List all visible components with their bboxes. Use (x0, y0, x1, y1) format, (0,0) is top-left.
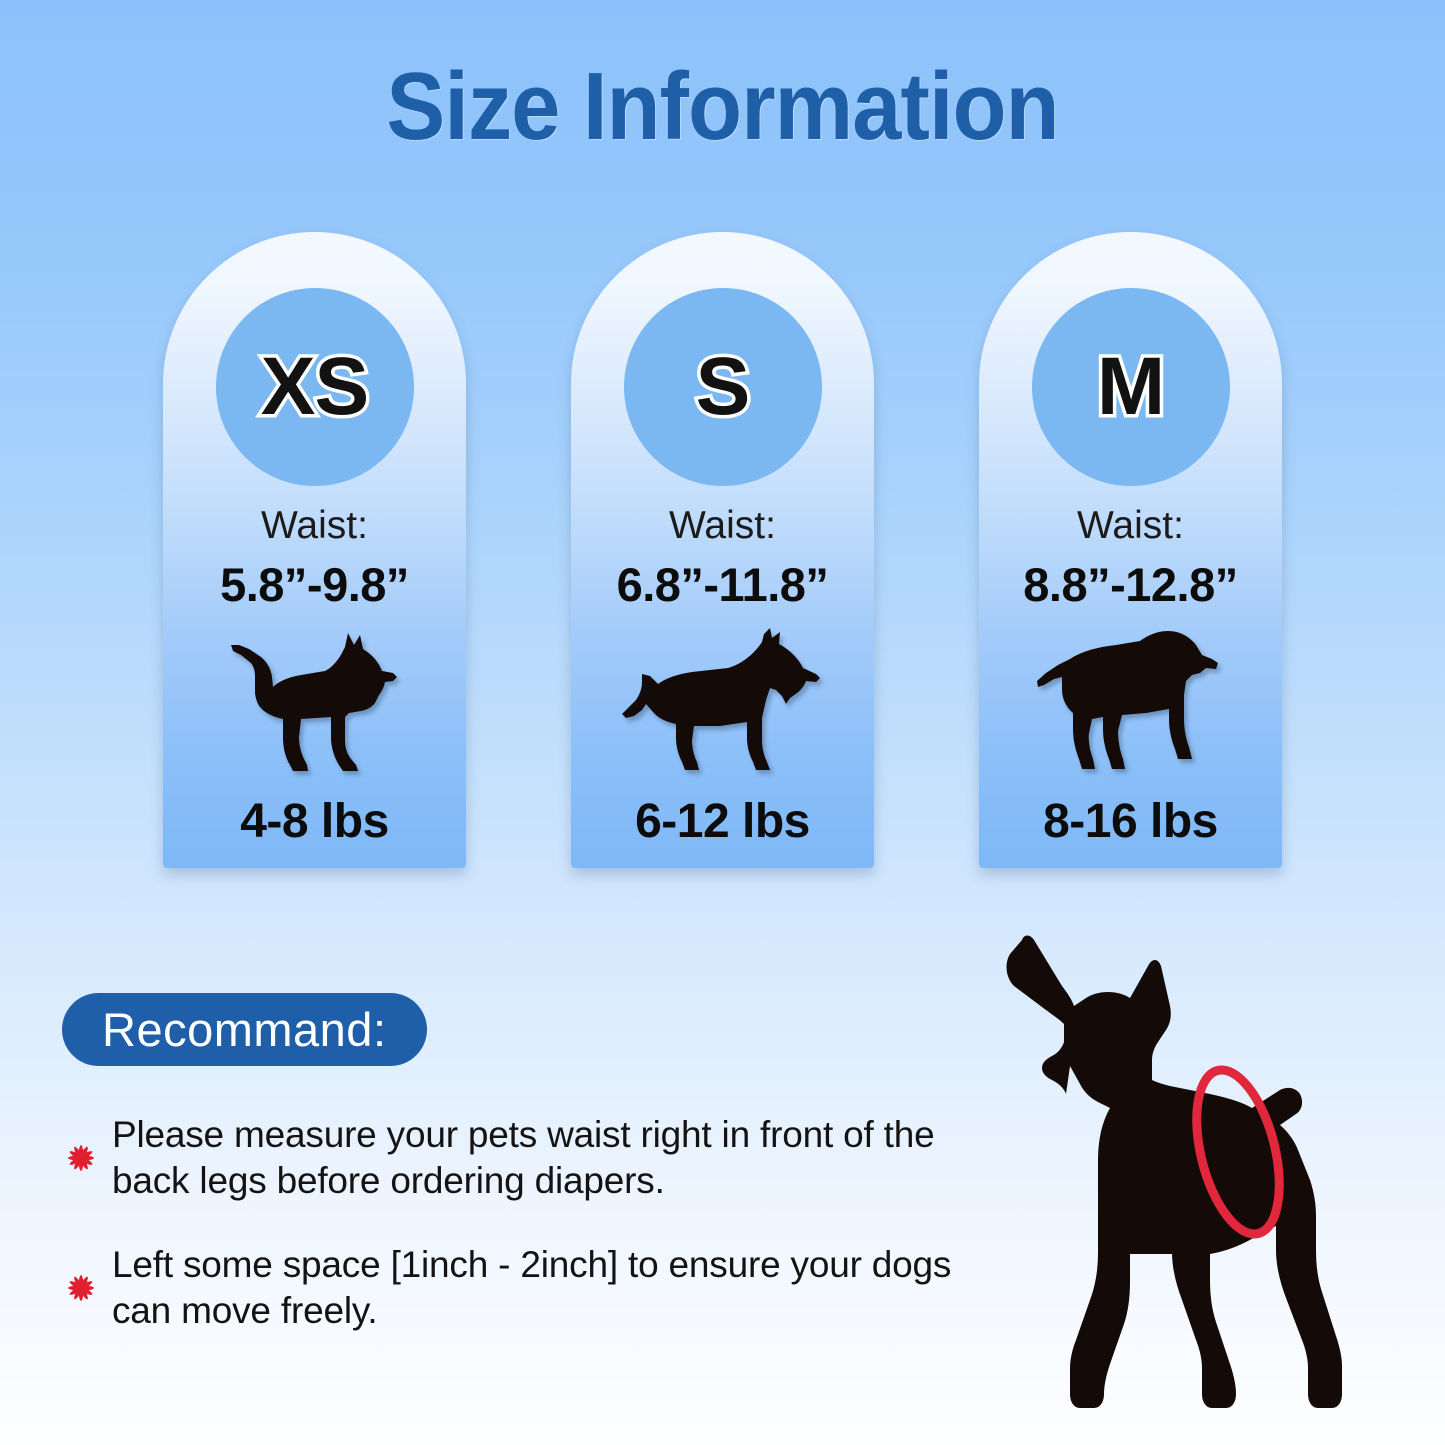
red-starburst-icon (62, 1269, 100, 1307)
waist-label-xs: Waist: (261, 504, 368, 547)
waist-value-s: 6.8”-11.8” (616, 558, 829, 611)
size-card-m[interactable]: M Waist: 8.8”-12.8” 8-16 lbs (979, 232, 1282, 868)
size-badge-circle-s: S (623, 288, 822, 486)
recommendation-list: Please measure your pets waist right in … (62, 1112, 967, 1372)
standing-dog-silhouette-icon (980, 920, 1400, 1440)
waist-label-m: Waist: (1077, 504, 1184, 547)
size-code-s: S (692, 341, 754, 432)
recommendation-text-1: Please measure your pets waist right in … (112, 1114, 935, 1201)
red-starburst-icon (62, 1139, 100, 1177)
weight-value-m: 8-16 lbs (1043, 795, 1218, 848)
size-code-xs: XS (257, 341, 372, 432)
weight-value-s: 6-12 lbs (635, 795, 810, 848)
page-title: Size Information (386, 53, 1059, 160)
waist-label-s: Waist: (669, 504, 776, 547)
size-card-list: XS Waist: 5.8”-9.8” 4-8 lbs S Waist: 6.8… (163, 232, 1282, 868)
size-card-s[interactable]: S Waist: 6.8”-11.8” 6-12 lbs (571, 232, 874, 868)
chihuahua-silhouette-icon (163, 620, 466, 785)
size-badge-circle-xs: XS (215, 288, 414, 486)
list-item: Please measure your pets waist right in … (62, 1112, 967, 1204)
recommend-badge-label: Recommand: (102, 1003, 387, 1056)
size-badge-circle-m: M (1031, 288, 1230, 486)
waist-value-xs: 5.8”-9.8” (220, 558, 409, 611)
shepherd-silhouette-icon (571, 620, 874, 785)
labrador-silhouette-icon (979, 620, 1282, 785)
size-card-xs[interactable]: XS Waist: 5.8”-9.8” 4-8 lbs (163, 232, 466, 868)
dog-body (1006, 935, 1342, 1408)
list-item: Left some space [1inch - 2inch] to ensur… (62, 1242, 967, 1334)
recommend-badge: Recommand: (62, 993, 427, 1066)
weight-value-xs: 4-8 lbs (240, 795, 389, 848)
recommendation-text-2: Left some space [1inch - 2inch] to ensur… (112, 1243, 952, 1331)
waist-value-m: 8.8”-12.8” (1023, 558, 1238, 611)
size-code-m: M (1093, 341, 1168, 432)
red-waist-measuring-ring-icon (1192, 1065, 1284, 1239)
